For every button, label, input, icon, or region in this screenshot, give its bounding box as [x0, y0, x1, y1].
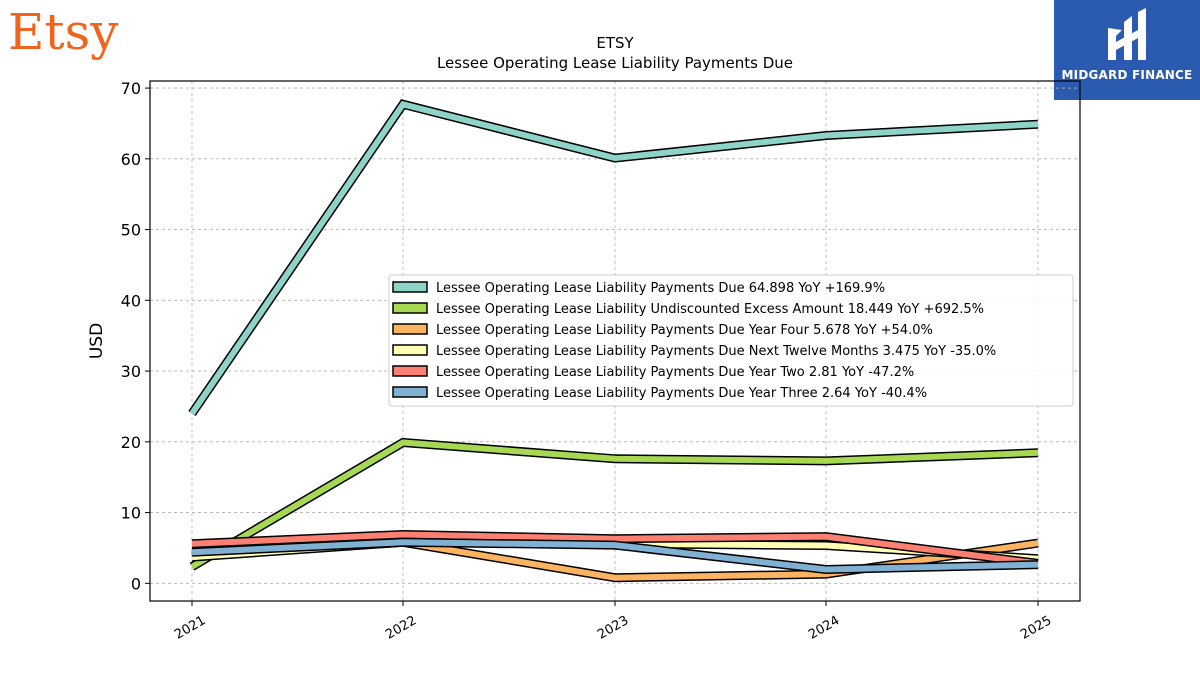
- y-tick-label: 50: [121, 221, 141, 240]
- series-2: [189, 437, 1039, 571]
- chart-title: ETSY: [596, 34, 634, 52]
- legend-label: Lessee Operating Lease Liability Payment…: [436, 344, 996, 359]
- y-axis-label: USD: [87, 323, 107, 359]
- company-logo: Etsy: [8, 3, 119, 61]
- legend-swatch: [392, 365, 428, 377]
- legend-swatch: [392, 323, 428, 335]
- y-tick-label: 60: [121, 150, 141, 169]
- legend-label: Lessee Operating Lease Liability Undisco…: [436, 302, 984, 317]
- legend-swatch: [392, 344, 428, 356]
- legend-box: [388, 274, 1074, 407]
- series-1: [188, 99, 1039, 417]
- legend-label: Lessee Operating Lease Liability Payment…: [436, 323, 933, 338]
- legend-swatch: [392, 281, 428, 293]
- series-6: [191, 537, 1039, 575]
- legend-label: Lessee Operating Lease Liability Payment…: [436, 365, 914, 380]
- x-tick-label: 2024: [806, 613, 842, 643]
- y-tick-label: 0: [131, 574, 141, 593]
- publisher-name: MIDGARD FINANCE: [1061, 68, 1193, 82]
- legend-label: Lessee Operating Lease Liability Payment…: [436, 386, 927, 401]
- y-tick-label: 40: [121, 291, 141, 310]
- legend-swatch: [392, 386, 428, 398]
- y-tick-label: 30: [121, 362, 141, 381]
- x-tick-label: 2022: [383, 613, 419, 643]
- chart-subtitle: Lessee Operating Lease Liability Payment…: [437, 54, 793, 72]
- y-tick-label: 10: [121, 504, 141, 523]
- series-layer: [188, 99, 1039, 583]
- x-tick-label: 2023: [595, 613, 631, 643]
- y-tick-label: 70: [121, 79, 141, 98]
- y-tick-label: 20: [121, 433, 141, 452]
- legend: Lessee Operating Lease Liability Payment…: [388, 274, 1074, 407]
- x-tick-label: 2025: [1018, 613, 1054, 643]
- publisher-logo: MIDGARD FINANCE: [1054, 0, 1200, 100]
- legend-swatch: [392, 302, 428, 314]
- publisher-mark-icon: [1108, 8, 1146, 60]
- x-tick-label: 2021: [172, 613, 208, 643]
- legend-label: Lessee Operating Lease Liability Payment…: [436, 281, 885, 296]
